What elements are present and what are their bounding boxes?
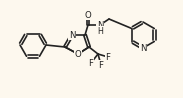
Text: N: N <box>69 30 75 39</box>
Text: H: H <box>97 26 103 35</box>
Text: F: F <box>106 53 111 62</box>
Text: F: F <box>89 59 94 68</box>
Text: F: F <box>98 60 104 69</box>
Text: O: O <box>75 49 81 59</box>
Text: O: O <box>85 10 91 20</box>
Text: N: N <box>140 44 146 53</box>
Text: N: N <box>97 20 103 29</box>
